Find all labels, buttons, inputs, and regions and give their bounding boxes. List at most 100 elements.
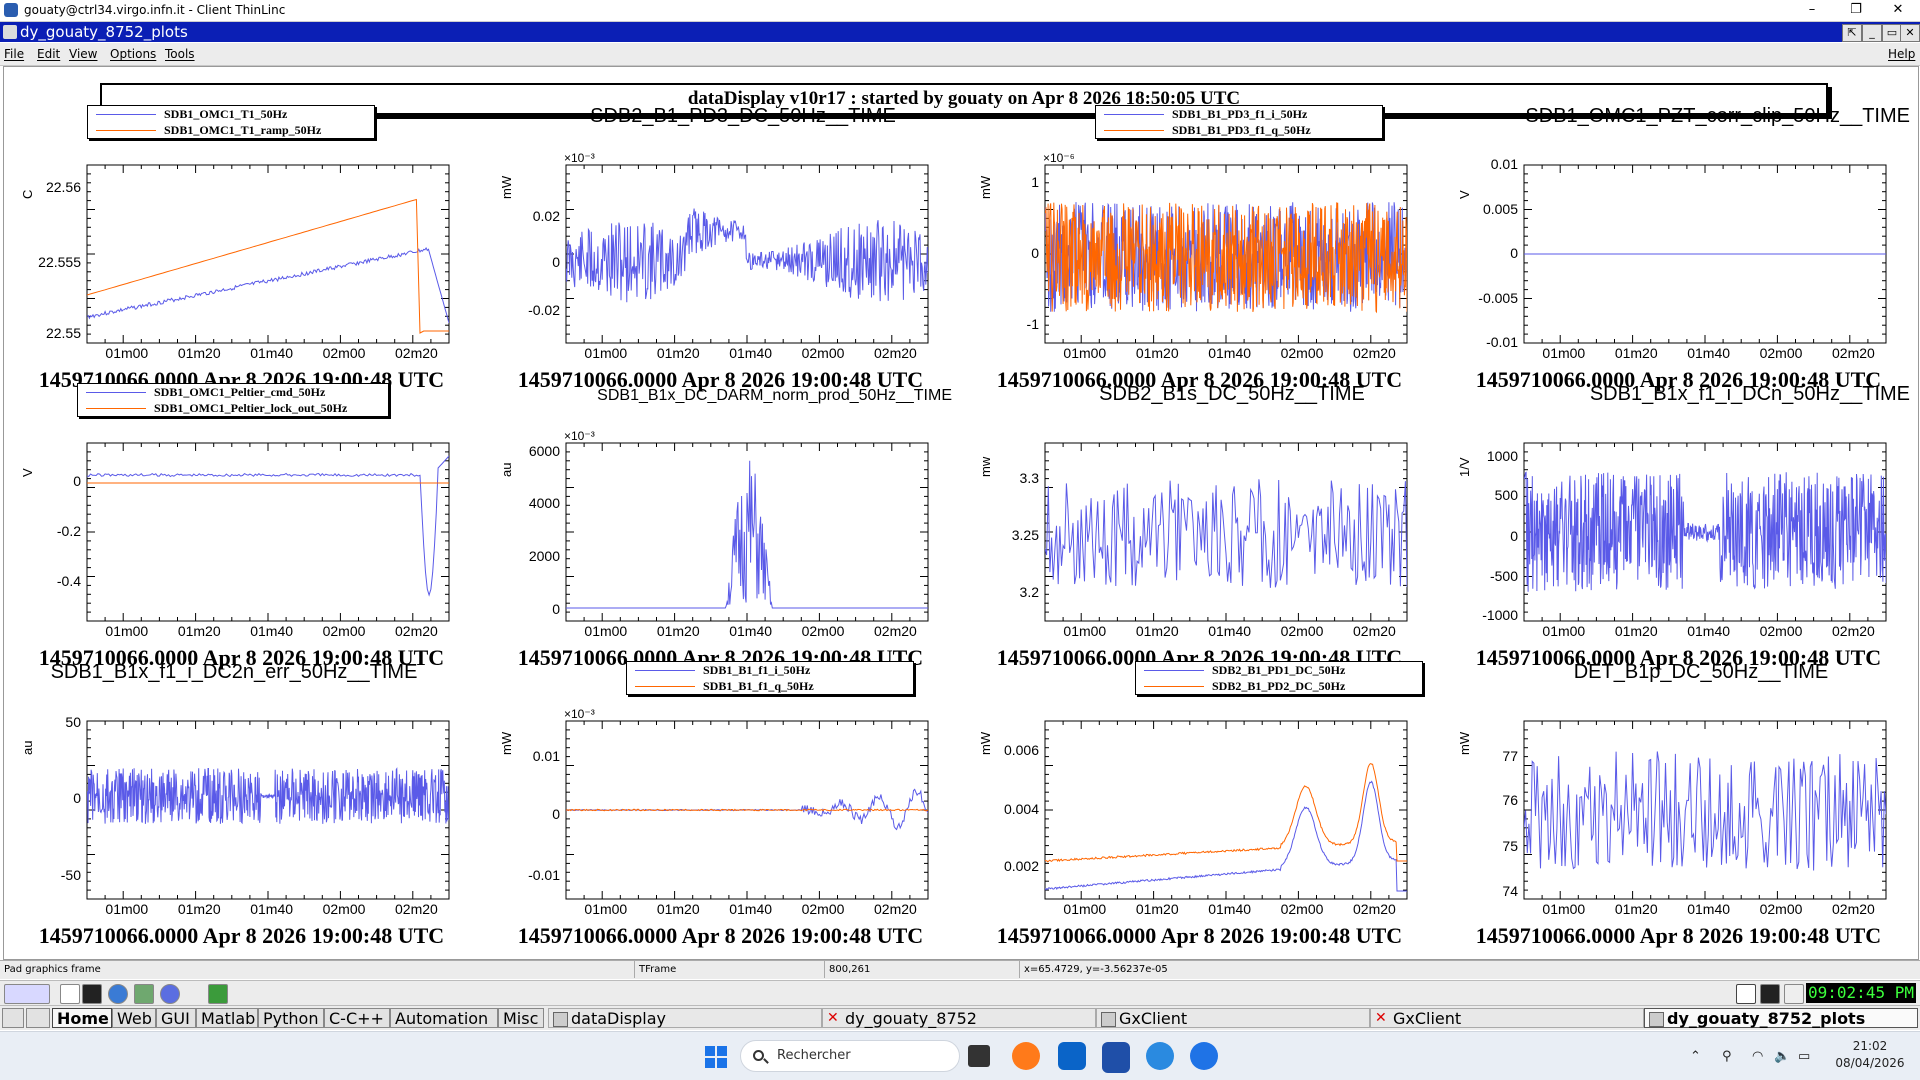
firefox-icon[interactable] (1012, 1042, 1040, 1070)
plot-canvas[interactable]: dataDisplay v10r17 : started by gouaty o… (3, 66, 1919, 960)
x-tick-label: 01m00 (584, 345, 628, 361)
desktop-switch-button[interactable] (26, 1008, 50, 1028)
restore-button[interactable]: ⇱ (1842, 24, 1862, 42)
taskbar-window-dy[interactable]: ✕ dy_gouaty_8752 (822, 1008, 1096, 1028)
volume-icon[interactable]: 🔈 (1774, 1049, 1791, 1064)
plot-legend[interactable]: SDB1_OMC1_Peltier_cmd_50Hz SDB1_OMC1_Pelt… (77, 383, 389, 417)
frame-box (1044, 442, 1408, 622)
zoom-icon[interactable] (1190, 1042, 1218, 1070)
launcher-web[interactable]: Web (112, 1008, 156, 1028)
maximize-button[interactable]: ❐ (1850, 2, 1862, 17)
monitor-icon[interactable] (208, 984, 228, 1004)
y-tick-label: 3.3 (1019, 469, 1039, 486)
app-window-title: dy_gouaty_8752_plots (20, 23, 188, 41)
taskbar-window-gxclient-2[interactable]: ✕ GxClient (1370, 1008, 1644, 1028)
x-tick-label: 01m20 (656, 345, 700, 361)
plot-legend[interactable]: SDB1_OMC1_T1_50Hz SDB1_OMC1_T1_ramp_50Hz (87, 105, 375, 139)
plot-pad[interactable]: V SDB1_OMC1_PZT_corr_clip_50Hz__TIME 0.01 0… (1441, 103, 1920, 392)
series-group (1524, 751, 1886, 871)
plot-pad[interactable]: au SDB1_B1x_DC_DARM_norm_prod_50Hz__TIME ×… (483, 381, 962, 670)
xterm-icon[interactable] (60, 984, 80, 1004)
plot-pad[interactable]: mw SDB2_B1s_DC_50Hz__TIME 3.3 3.25 3.2 01m00 0… (962, 381, 1441, 670)
plot-footer: 1459710066.0000 Apr 8 2026 19:00:48 UTC (38, 923, 445, 948)
virgo-logo-icon[interactable] (4, 984, 50, 1004)
plot-frame (86, 720, 450, 900)
y-tick-label: -500 (1489, 567, 1518, 584)
os-title-bar: gouaty@ctrl34.virgo.infn.it - Client Thi… (0, 0, 1920, 22)
y-tick-label: 0 (1510, 528, 1518, 545)
launcher-cpp[interactable]: C-C++ (324, 1008, 390, 1028)
iconify-button[interactable]: _ (1862, 24, 1882, 42)
menu-options[interactable]: Options (110, 47, 157, 61)
battery-icon[interactable]: ▭ (1798, 1049, 1811, 1064)
plot-pad[interactable]: au SDB1_B1x_f1_i_DC2n_err_50Hz__TIME 50 0 -5… (4, 659, 483, 948)
edge-icon[interactable] (1146, 1042, 1174, 1070)
x-tick-label: 01m00 (584, 623, 628, 639)
cpu-monitor-icon (1736, 984, 1756, 1004)
settings-icon[interactable] (134, 984, 154, 1004)
launcher-matlab[interactable]: Matlab (196, 1008, 258, 1028)
plot-frame (1044, 442, 1408, 622)
system-clock[interactable]: 21:02 08/04/2026 (1830, 1038, 1910, 1072)
network-icon[interactable] (160, 984, 180, 1004)
legend-entry: SDB1_OMC1_Peltier_cmd_50Hz (78, 384, 388, 400)
x-tick-label: 02m00 (322, 623, 366, 639)
browser-icon[interactable] (108, 984, 128, 1004)
menu-help[interactable]: Help (1888, 47, 1916, 61)
mail-icon[interactable] (1784, 984, 1804, 1004)
plot-footer: 1459710066.0000 Apr 8 2026 19:00:48 UTC (996, 367, 1403, 392)
close-app-button[interactable]: ✕ (1900, 24, 1920, 42)
wifi-icon[interactable]: ◠ (1752, 1049, 1764, 1064)
windows-start-icon[interactable] (704, 1045, 728, 1069)
menu-view[interactable]: View (69, 47, 98, 61)
x-tick-label: 01m40 (1687, 345, 1731, 361)
plot-pad[interactable]: 1/V SDB1_B1x_f1_i_DCn_50Hz__TIME 1000 500 0-… (1441, 381, 1920, 670)
menu-tools[interactable]: Tools (165, 47, 195, 61)
menu-edit[interactable]: Edit (37, 47, 61, 61)
legend-label: SDB1_B1_f1_i_50Hz (703, 663, 811, 677)
launcher-automation[interactable]: Automation (390, 1008, 498, 1028)
task-view-icon[interactable] (968, 1045, 990, 1067)
series-peltier-cmd (87, 455, 449, 597)
chevron-up-icon[interactable]: ⌃ (1690, 1049, 1701, 1064)
series-group (566, 208, 928, 303)
status-bar: Pad graphics frame TFrame 800,261 x=65.4… (0, 960, 1920, 979)
taskbar-window-label: dy_gouaty_8752 (845, 1009, 977, 1028)
close-button[interactable]: ✕ (1892, 2, 1904, 17)
x-tick-label: 02m20 (1832, 345, 1875, 361)
plot-pad[interactable]: V 0 -0.2 -0.4 01m00 01m20 01m40 02m00 02m20 14597… (4, 381, 483, 670)
launcher-home[interactable]: Home (52, 1008, 112, 1028)
x-tick-label: 01m20 (177, 623, 221, 639)
launcher-misc[interactable]: Misc (498, 1008, 544, 1028)
legend-label: SDB1_OMC1_T1_ramp_50Hz (164, 123, 322, 137)
taskbar-window-plots[interactable]: dy_gouaty_8752_plots (1644, 1008, 1918, 1028)
plot-legend[interactable]: SDB2_B1_PD1_DC_50Hz SDB2_B1_PD2_DC_50Hz (1135, 661, 1423, 695)
taskbar-window-gxclient-1[interactable]: GxClient (1096, 1008, 1370, 1028)
plot-pad[interactable]: mW ×10⁻⁶ 1 0 -1 01m00 01m20 01m40 02m00 02m20 1459… (962, 103, 1441, 392)
taskbar-window-datadisplay[interactable]: dataDisplay (548, 1008, 822, 1028)
minimize-button[interactable]: – (1808, 2, 1816, 17)
launcher-python[interactable]: Python (258, 1008, 324, 1028)
plot-pad[interactable]: mW SDB2_B1_PD3_DC_50Hz__TIME ×10⁻³ 0.02 0 -0.… (483, 103, 962, 392)
plot-pad[interactable]: mW 0.006 0.004 0.002 01m00 01m20 01m40 02m00 02m… (962, 659, 1441, 948)
iconify-all-button[interactable] (2, 1008, 24, 1028)
legend-entry: SDB1_B1_PD3_f1_i_50Hz (1096, 106, 1382, 122)
clock: 09:02:45 PM (1806, 983, 1916, 1003)
y-tick-label: -0.2 (56, 523, 81, 539)
maximize-app-button[interactable]: ▭ (1882, 24, 1902, 42)
outlook-icon[interactable] (1058, 1042, 1086, 1070)
y-tick-label: 500 (1494, 487, 1518, 504)
plot-legend[interactable]: SDB1_B1_PD3_f1_i_50Hz SDB1_B1_PD3_f1_q_50… (1095, 105, 1383, 139)
launcher-gui[interactable]: GUI (156, 1008, 196, 1028)
x-tick-label: 01m00 (1542, 623, 1586, 639)
plot-pad[interactable]: mW DET_B1p_DC_50Hz__TIME 77 76 75 74 01m00 01m2… (1441, 659, 1920, 948)
plot-legend[interactable]: SDB1_B1_f1_i_50Hz SDB1_B1_f1_q_50Hz (626, 661, 914, 695)
vpn-icon[interactable]: ⚲ (1722, 1049, 1732, 1064)
menu-file[interactable]: File (4, 47, 25, 61)
plot-pad[interactable]: mW ×10⁻³ 0.01 0 -0.01 01m00 01m20 01m40 02m00 02m… (483, 659, 962, 948)
legend-label: SDB1_B1_PD3_f1_i_50Hz (1172, 107, 1308, 121)
terminal-icon[interactable] (82, 984, 102, 1004)
thinlinc-task-icon[interactable] (1102, 1042, 1130, 1073)
plot-pad[interactable]: C 22.56 22.555 22.55 01m00 01m20 01m40 02m00 02m… (4, 103, 483, 392)
search-box[interactable]: Rechercher (740, 1040, 960, 1072)
